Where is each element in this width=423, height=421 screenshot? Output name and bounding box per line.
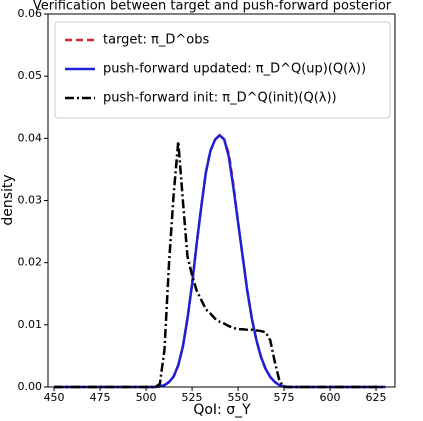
y-tick-label: 0.05: [18, 69, 43, 82]
y-tick-label: 0.04: [18, 131, 43, 144]
chart-title: Verification between target and push-for…: [33, 0, 392, 14]
legend-text: push-forward init: π_D^Q(init)(Q(λ)): [103, 91, 337, 106]
series-line: [54, 133, 386, 389]
x-tick-label: 475: [90, 391, 111, 404]
x-tick-label: 600: [320, 391, 341, 404]
y-tick-label: 0.00: [18, 380, 43, 393]
series-line: [54, 141, 386, 389]
x-tick-label: 450: [44, 391, 65, 404]
x-tick-label: 625: [366, 391, 387, 404]
legend-box: [54, 21, 391, 119]
x-axis-label: QoI: σ_Y: [193, 402, 251, 418]
x-tick-label: 525: [182, 391, 203, 404]
legend-text: target: π_D^obs: [103, 33, 209, 48]
x-tick-label: 575: [274, 391, 295, 404]
y-tick-label: 0.06: [18, 7, 43, 20]
x-tick-label: 500: [136, 391, 157, 404]
x-tick-label: 550: [228, 391, 249, 404]
y-tick-label: 0.02: [18, 256, 43, 269]
y-axis-label: density: [0, 174, 16, 225]
y-tick-label: 0.03: [18, 194, 43, 207]
legend-text: push-forward updated: π_D^Q(up)(Q(λ)): [103, 62, 366, 77]
y-tick-label: 0.01: [18, 318, 43, 331]
plot-frame: [47, 13, 396, 388]
series-line: [54, 133, 386, 389]
